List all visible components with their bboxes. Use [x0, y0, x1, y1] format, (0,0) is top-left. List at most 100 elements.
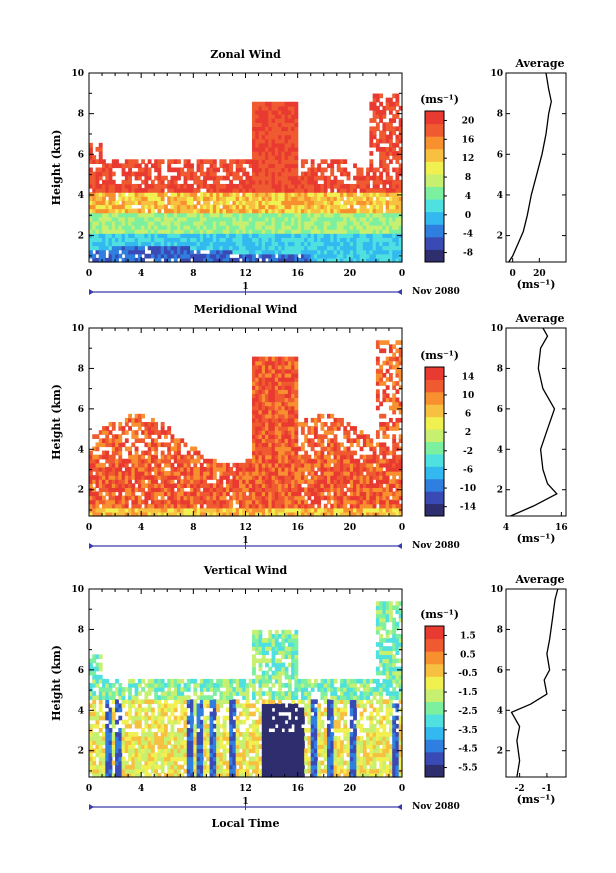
- heatmap-cell: [313, 454, 318, 460]
- heatmap-cell: [157, 253, 162, 259]
- heatmap-cell: [206, 192, 211, 197]
- heatmap-cell: [144, 483, 149, 488]
- heatmap-cell: [372, 249, 377, 255]
- heatmap-cell: [242, 216, 247, 222]
- heatmap-cell: [150, 212, 155, 218]
- heatmap-cell: [320, 253, 325, 259]
- heatmap-cell: [336, 245, 341, 251]
- heatmap-cell: [323, 249, 328, 255]
- heatmap-cell: [261, 229, 266, 234]
- heatmap-cell: [219, 212, 224, 218]
- colorbar-tick-label: 16: [462, 135, 475, 145]
- heatmap-cell: [108, 483, 113, 488]
- heatmap-cell: [89, 491, 93, 497]
- heatmap-cell: [209, 487, 214, 493]
- heatmap-cell: [284, 196, 289, 201]
- heatmap-cell: [141, 450, 146, 456]
- heatmap-cell: [245, 171, 250, 177]
- heatmap-cell: [327, 479, 331, 484]
- heatmap-cell: [284, 146, 289, 152]
- heatmap-cell: [287, 422, 292, 427]
- heatmap-cell: [265, 229, 269, 234]
- heatmap-cell: [281, 257, 286, 263]
- heatmap-cell: [313, 458, 318, 464]
- heatmap-cell: [111, 446, 116, 452]
- heatmap-cell: [111, 179, 116, 185]
- heatmap-cell: [245, 175, 250, 181]
- heatmap-cell: [265, 204, 269, 210]
- heatmap-cell: [95, 772, 100, 778]
- heatmap-cell: [307, 237, 312, 243]
- heatmap-cell: [343, 454, 348, 460]
- heatmap-cell: [167, 216, 172, 222]
- heatmap-cell: [219, 249, 224, 255]
- heatmap-cell: [115, 458, 119, 464]
- heatmap-cell: [300, 471, 305, 476]
- heatmap-cell: [395, 237, 400, 243]
- heatmap-cell: [395, 200, 400, 206]
- heatmap-cell: [366, 434, 370, 439]
- heatmap-cell: [395, 454, 400, 460]
- heatmap-cell: [252, 507, 256, 513]
- heatmap-cell: [291, 368, 296, 374]
- heatmap-cell: [274, 233, 279, 238]
- heatmap-cell: [108, 253, 113, 259]
- heatmap-cell: [183, 511, 188, 517]
- heatmap-cell: [118, 212, 123, 218]
- heatmap-cell: [255, 159, 260, 164]
- heatmap-cell: [225, 491, 230, 497]
- heatmap-cell: [274, 409, 279, 415]
- heatmap-cell: [111, 426, 116, 431]
- heatmap-cell: [248, 200, 253, 206]
- heatmap-cell: [89, 225, 93, 230]
- heatmap-cell: [261, 188, 266, 193]
- heatmap-cell: [111, 200, 116, 206]
- heatmap-cell: [157, 507, 162, 513]
- heatmap-cell: [375, 458, 380, 464]
- heatmap-cell: [121, 483, 126, 488]
- heatmap-cell: [124, 179, 129, 185]
- heatmap-cell: [150, 475, 155, 480]
- heatmap-cell: [131, 462, 136, 468]
- heatmap-cell: [265, 426, 269, 431]
- heatmap-cell: [98, 748, 103, 754]
- heatmap-cell: [327, 446, 331, 452]
- heatmap-cell: [392, 491, 397, 497]
- colorbar-swatch: [425, 453, 444, 467]
- heatmap-cell: [284, 397, 289, 403]
- heatmap-cell: [294, 142, 299, 148]
- heatmap-cell: [137, 413, 142, 419]
- heatmap-cell: [327, 233, 331, 238]
- heatmap-cell: [375, 360, 380, 366]
- heatmap-cell: [242, 171, 247, 177]
- heatmap-cell: [333, 426, 338, 431]
- heatmap-cell: [398, 348, 403, 354]
- heatmap-cell: [392, 471, 397, 476]
- heatmap-cell: [238, 466, 243, 472]
- heatmap-cell: [271, 109, 276, 115]
- heatmap-cell: [284, 409, 289, 415]
- heatmap-cell: [183, 475, 188, 480]
- heatmap-cell: [274, 109, 279, 115]
- heatmap-cell: [157, 196, 162, 201]
- heatmap-cell: [291, 446, 296, 452]
- heatmap-cell: [180, 471, 185, 476]
- heatmap-cell: [356, 179, 361, 185]
- heatmap-cell: [372, 167, 377, 173]
- heatmap-cell: [206, 483, 211, 488]
- heatmap-cell: [349, 249, 354, 255]
- heatmap-cell: [154, 257, 159, 263]
- heatmap-cell: [271, 257, 276, 263]
- heatmap-cell: [278, 114, 282, 119]
- heatmap-cell: [177, 175, 181, 181]
- heatmap-cell: [297, 233, 302, 238]
- heatmap-cell: [281, 454, 286, 460]
- heatmap-cell: [274, 225, 279, 230]
- heatmap-cell: [388, 491, 393, 497]
- heatmap-cell: [304, 417, 309, 423]
- profile-x-tick-label: 0: [510, 269, 516, 279]
- heatmap-cell: [287, 364, 292, 370]
- heatmap-cell: [287, 360, 292, 366]
- heatmap-cell: [291, 257, 296, 263]
- heatmap-cell: [219, 503, 224, 509]
